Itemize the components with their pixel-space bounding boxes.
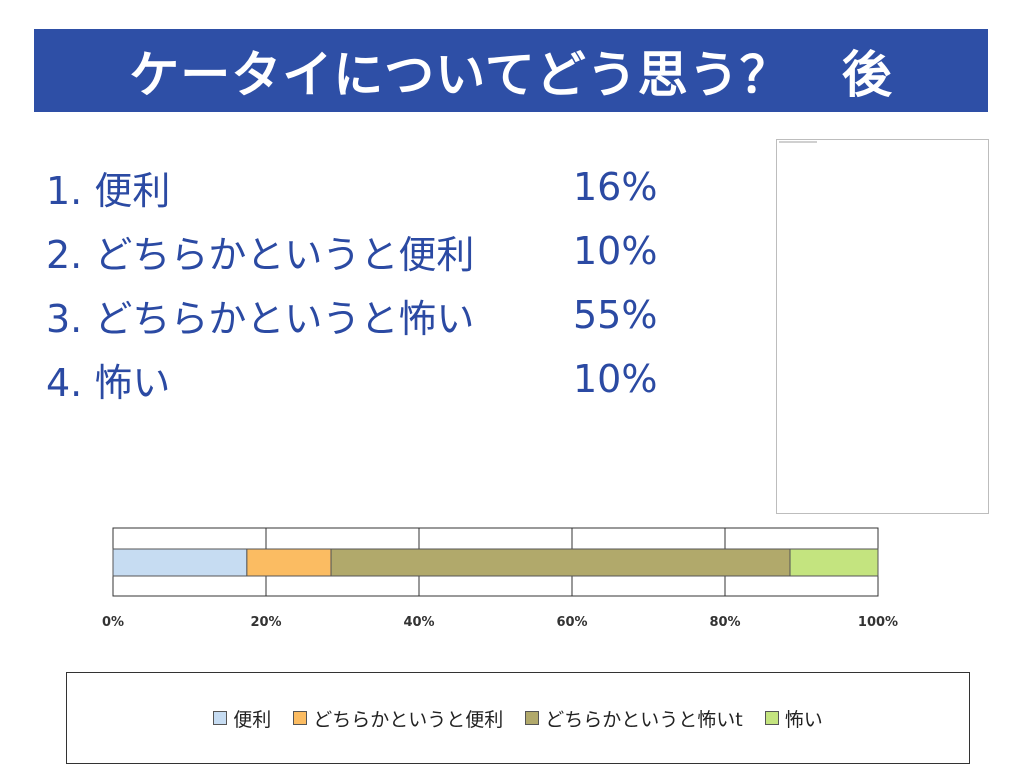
bar-segment bbox=[112, 548, 248, 577]
answer-list: 1. 便利 16% 2. どちらかというと便利 10% 3. どちらかというと怖… bbox=[46, 155, 657, 411]
list-item: 4. 怖い 10% bbox=[46, 347, 657, 411]
legend-item: 便利 bbox=[213, 705, 271, 732]
legend-item: 怖い bbox=[764, 705, 823, 732]
legend-swatch bbox=[293, 711, 308, 725]
legend-swatch bbox=[213, 711, 228, 725]
legend-label: どちらかというと便利 bbox=[313, 708, 504, 731]
x-tick-label: 20% bbox=[250, 615, 281, 630]
list-item-label: 4. 怖い bbox=[46, 360, 171, 405]
stacked-bar-chart: 0% 20% 40% 60% 80% 100% bbox=[102, 527, 898, 630]
legend-swatch bbox=[525, 711, 540, 725]
legend-swatch bbox=[764, 711, 779, 725]
x-tick-label: 40% bbox=[403, 615, 434, 630]
x-tick-label: 0% bbox=[102, 615, 124, 630]
legend-label: どちらかというと怖いt bbox=[545, 708, 743, 731]
list-item-value: 10% bbox=[573, 357, 658, 401]
list-item-value: 10% bbox=[573, 229, 658, 273]
bar-segment bbox=[330, 548, 791, 577]
x-tick-label: 60% bbox=[556, 615, 587, 630]
legend-item: どちらかというと便利 bbox=[293, 705, 503, 732]
list-item-value: 55% bbox=[573, 293, 658, 337]
list-item-label: 2. どちらかというと便利 bbox=[46, 232, 475, 277]
list-item: 1. 便利 16% bbox=[46, 155, 657, 219]
x-tick-label: 80% bbox=[709, 615, 740, 630]
list-item-label: 3. どちらかというと怖い bbox=[46, 296, 475, 341]
slide-title: ケータイについてどう思う？ 後 bbox=[129, 45, 893, 104]
legend-item: どちらかというと怖いt bbox=[525, 705, 743, 732]
list-item: 3. どちらかというと怖い 55% bbox=[46, 283, 657, 347]
empty-image-frame bbox=[776, 139, 989, 514]
list-item: 2. どちらかというと便利 10% bbox=[46, 219, 657, 283]
legend-label: 便利 bbox=[233, 708, 272, 731]
list-item-value: 16% bbox=[573, 165, 658, 209]
bar-segment bbox=[789, 548, 879, 577]
broken-image-placeholder bbox=[779, 141, 817, 143]
title-bar: ケータイについてどう思う？ 後 bbox=[34, 29, 988, 112]
chart-legend: 便利 どちらかというと便利 どちらかというと怖いt 怖い bbox=[66, 672, 970, 764]
list-item-label: 1. 便利 bbox=[46, 168, 171, 213]
x-tick-label: 100% bbox=[858, 615, 898, 630]
legend-label: 怖い bbox=[784, 708, 823, 731]
bar-segment bbox=[246, 548, 332, 577]
